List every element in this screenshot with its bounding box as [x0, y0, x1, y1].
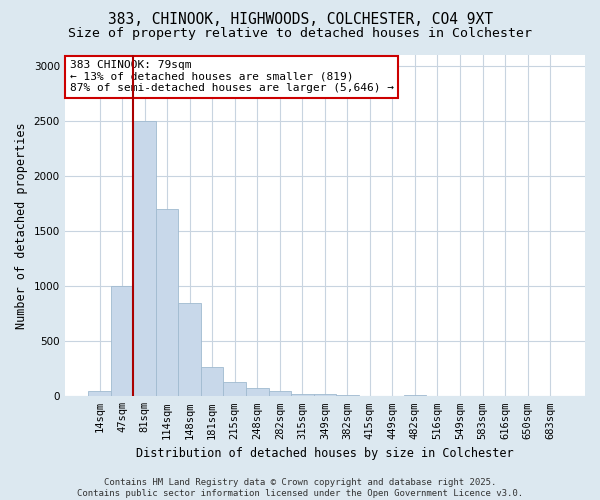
X-axis label: Distribution of detached houses by size in Colchester: Distribution of detached houses by size …	[136, 447, 514, 460]
Bar	[246, 388, 269, 396]
Bar	[291, 394, 314, 396]
Text: Size of property relative to detached houses in Colchester: Size of property relative to detached ho…	[68, 28, 532, 40]
Bar	[156, 209, 178, 396]
Bar	[223, 382, 246, 396]
Bar	[336, 395, 359, 396]
Bar	[269, 391, 291, 396]
Bar	[404, 395, 426, 396]
Bar	[88, 391, 111, 396]
Bar	[314, 394, 336, 396]
Text: Contains HM Land Registry data © Crown copyright and database right 2025.
Contai: Contains HM Land Registry data © Crown c…	[77, 478, 523, 498]
Y-axis label: Number of detached properties: Number of detached properties	[15, 122, 28, 329]
Bar	[111, 286, 133, 397]
Bar	[201, 366, 223, 396]
Text: 383, CHINOOK, HIGHWOODS, COLCHESTER, CO4 9XT: 383, CHINOOK, HIGHWOODS, COLCHESTER, CO4…	[107, 12, 493, 28]
Bar	[133, 121, 156, 396]
Bar	[178, 302, 201, 396]
Text: 383 CHINOOK: 79sqm
← 13% of detached houses are smaller (819)
87% of semi-detach: 383 CHINOOK: 79sqm ← 13% of detached hou…	[70, 60, 394, 94]
